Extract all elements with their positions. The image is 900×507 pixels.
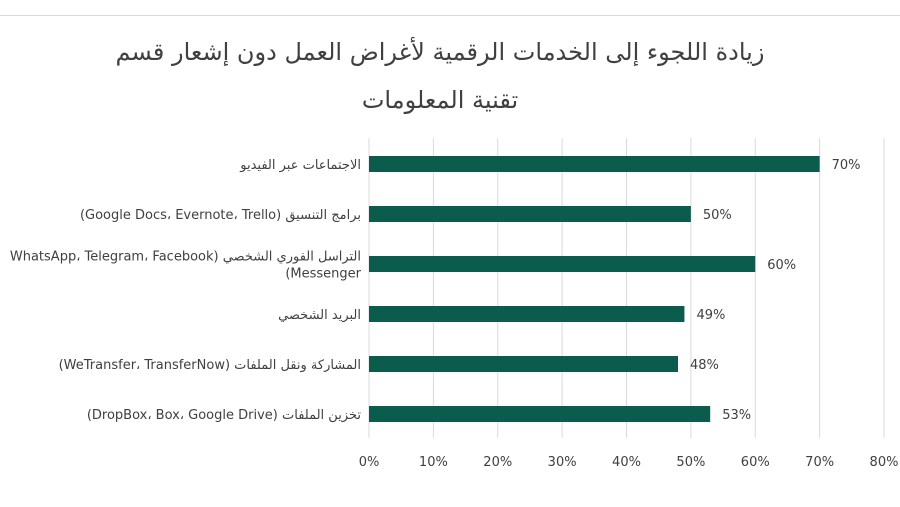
chart-title: زيادة اللجوء إلى الخدمات الرقمية لأغراض …: [115, 38, 765, 114]
data-label: 60%: [767, 258, 796, 273]
top-divider: [0, 15, 900, 16]
data-label: 70%: [832, 158, 861, 173]
x-tick-label: 10%: [419, 455, 448, 470]
category-label: المشاركة ونقل الملفات (WeTransfer، Trans…: [59, 358, 361, 373]
category-label: الاجتماعات عبر الفيديو: [239, 158, 361, 173]
x-tick-label: 30%: [548, 455, 577, 470]
category-label: البريد الشخصي: [278, 308, 361, 323]
x-tick-label: 50%: [676, 455, 705, 470]
data-label: 49%: [696, 308, 725, 323]
x-tick-label: 0%: [359, 455, 380, 470]
category-label: Messenger): [285, 267, 361, 282]
data-label: 48%: [690, 358, 719, 373]
category-label: برامج التنسيق (Google Docs، Evernote، Tr…: [80, 208, 361, 223]
x-tick-label: 20%: [483, 455, 512, 470]
bar: [369, 206, 691, 222]
bar: [369, 256, 756, 272]
x-tick-label: 40%: [612, 455, 641, 470]
category-label: التراسل الفوري الشخصي (WhatsApp، Telegra…: [10, 250, 361, 265]
bar: [369, 356, 678, 372]
bar: [369, 406, 711, 422]
bar: [369, 156, 820, 172]
data-label: 53%: [722, 408, 751, 423]
bar: [369, 306, 685, 322]
category-label: تخزين الملفات (DropBox، Box، Google Driv…: [87, 408, 362, 423]
data-label: 50%: [703, 208, 732, 223]
x-tick-label: 60%: [741, 455, 770, 470]
x-tick-label: 80%: [870, 455, 899, 470]
x-tick-label: 70%: [805, 455, 834, 470]
